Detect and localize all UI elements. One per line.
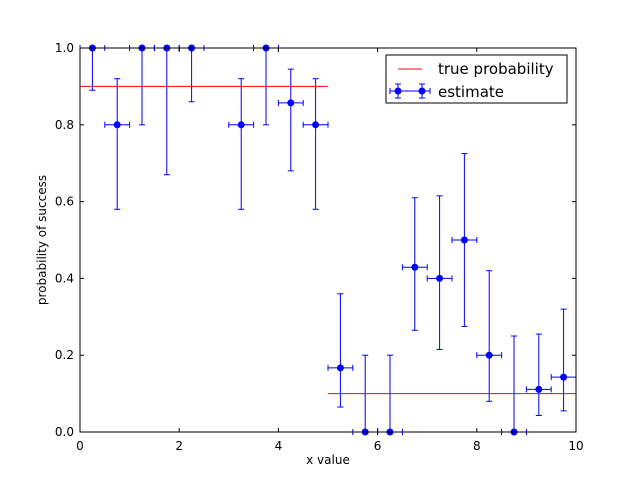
estimate-marker (535, 385, 543, 393)
legend-frame (385, 54, 568, 104)
y-tick-label: 0.6 (55, 195, 74, 209)
estimate-point (426, 195, 453, 350)
estimate-point (228, 78, 255, 210)
legend-label-estimate: estimate (438, 83, 504, 101)
x-tick-label: 4 (275, 439, 283, 453)
estimate-marker (113, 121, 121, 129)
y-tick-label: 0.2 (55, 348, 74, 362)
estimate-point (327, 293, 354, 408)
estimate-marker (336, 364, 344, 372)
estimate-point (401, 197, 428, 331)
estimate-point (302, 78, 329, 210)
x-tick-label: 0 (76, 439, 84, 453)
x-tick-label: 10 (568, 439, 583, 453)
estimate-marker (485, 351, 493, 359)
estimate-point (476, 270, 503, 402)
estimate-marker (560, 373, 568, 381)
estimate-point (104, 78, 131, 210)
series-layer (79, 44, 577, 436)
plot-area (80, 48, 576, 432)
plot-frame (79, 47, 577, 433)
y-tick-label: 0.4 (55, 271, 74, 285)
estimate-marker (312, 121, 320, 129)
ticks-layer: 0 2 4 6 8 10 0.0 0.2 0.4 0.6 0.8 1.0 (55, 41, 584, 453)
estimate-marker (411, 263, 419, 271)
x-tick-label: 8 (473, 439, 481, 453)
estimate-marker (436, 274, 444, 282)
legend-marker-estimate (389, 83, 431, 99)
estimate-marker (287, 99, 295, 107)
x-axis-label: x value (306, 453, 350, 467)
x-tick-label: 6 (374, 439, 382, 453)
x-tick-label: 2 (175, 439, 183, 453)
y-tick-label: 0.0 (55, 425, 74, 439)
estimate-point (525, 333, 552, 416)
estimate-point (277, 68, 304, 172)
y-tick-label: 1.0 (55, 41, 74, 55)
estimate-marker (460, 236, 468, 244)
y-tick-label: 0.8 (55, 118, 74, 132)
estimate-point (451, 153, 478, 327)
legend-label-true-probability: true probability (438, 60, 554, 78)
estimate-marker (237, 121, 245, 129)
y-axis-label: probability of success (35, 175, 49, 305)
legend: true probability estimate (385, 54, 568, 104)
